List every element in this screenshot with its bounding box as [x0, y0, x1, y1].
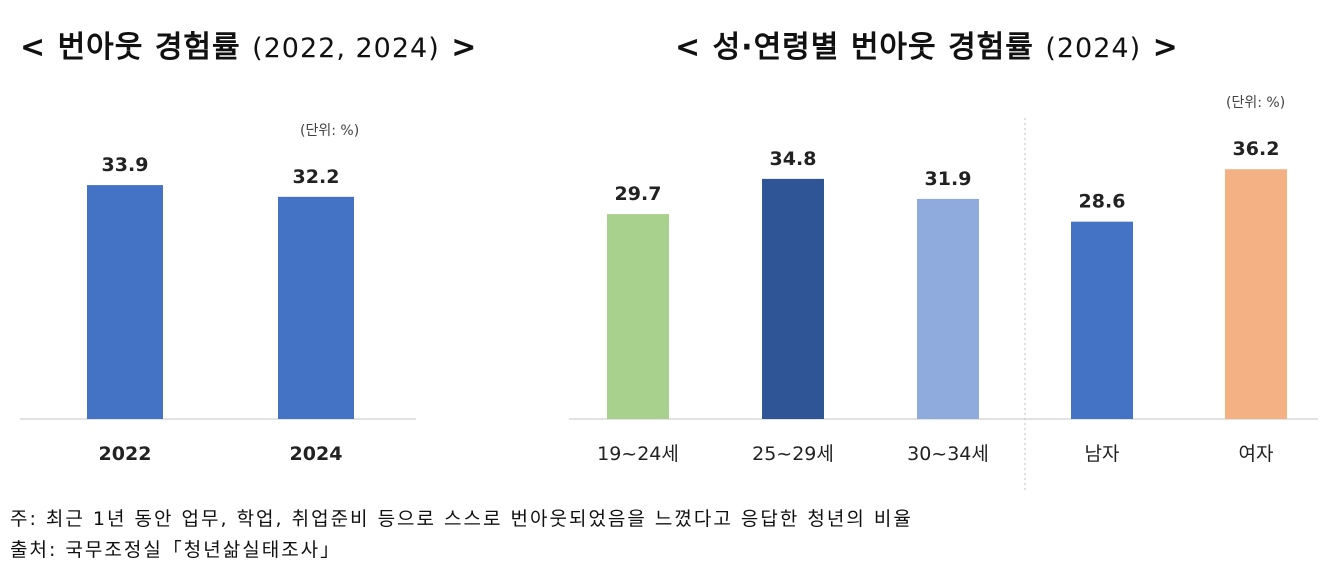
bar-1-2 — [278, 196, 354, 419]
bar-1-1 — [87, 185, 163, 419]
right-title-main: < 성·연령별 번아웃 경험률 — [675, 30, 1034, 65]
category-label-2-3: 30~34세 — [907, 443, 989, 465]
left-unit-label: (단위: %) — [300, 123, 360, 139]
bar-2-5 — [1225, 169, 1287, 419]
footnote-note: 주: 최근 1년 동안 업무, 학업, 취업준비 등으로 스스로 번아웃되었음을… — [10, 508, 913, 530]
bar-2-3 — [917, 198, 979, 419]
category-label-2-4: 남자 — [1085, 443, 1120, 465]
data-label-2-3: 31.9 — [925, 168, 972, 190]
data-label-1-2: 32.2 — [293, 166, 340, 188]
category-label-1-2: 2024 — [290, 443, 343, 465]
left-title-close: > — [451, 30, 478, 65]
left-chart-title: < 번아웃 경험률 (2022, 2024) > — [20, 22, 477, 66]
data-label-2-1: 29.7 — [615, 183, 662, 205]
right-title-close: > — [1152, 30, 1179, 65]
left-title-main: < 번아웃 경험률 — [20, 30, 241, 65]
category-label-2-5: 여자 — [1239, 443, 1274, 465]
bar-2-4 — [1071, 221, 1133, 419]
category-label-2-2: 25~29세 — [752, 443, 834, 465]
data-label-2-4: 28.6 — [1079, 191, 1126, 213]
category-label-2-1: 19~24세 — [597, 443, 679, 465]
data-label-2-5: 36.2 — [1233, 138, 1280, 160]
category-label-1-1: 2022 — [99, 443, 152, 465]
bar-2-2 — [762, 178, 824, 419]
right-title-year: (2024) — [1045, 33, 1142, 64]
footnote-source: 출처: 국무조정실「청년삶실태조사」 — [10, 539, 342, 561]
data-label-1-1: 33.9 — [102, 154, 149, 176]
left-title-year: (2022, 2024) — [252, 33, 440, 64]
bar-2-1 — [607, 214, 669, 419]
right-unit-label: (단위: %) — [1226, 95, 1286, 111]
right-chart-title: < 성·연령별 번아웃 경험률 (2024) > — [675, 22, 1179, 66]
data-label-2-2: 34.8 — [770, 148, 817, 170]
